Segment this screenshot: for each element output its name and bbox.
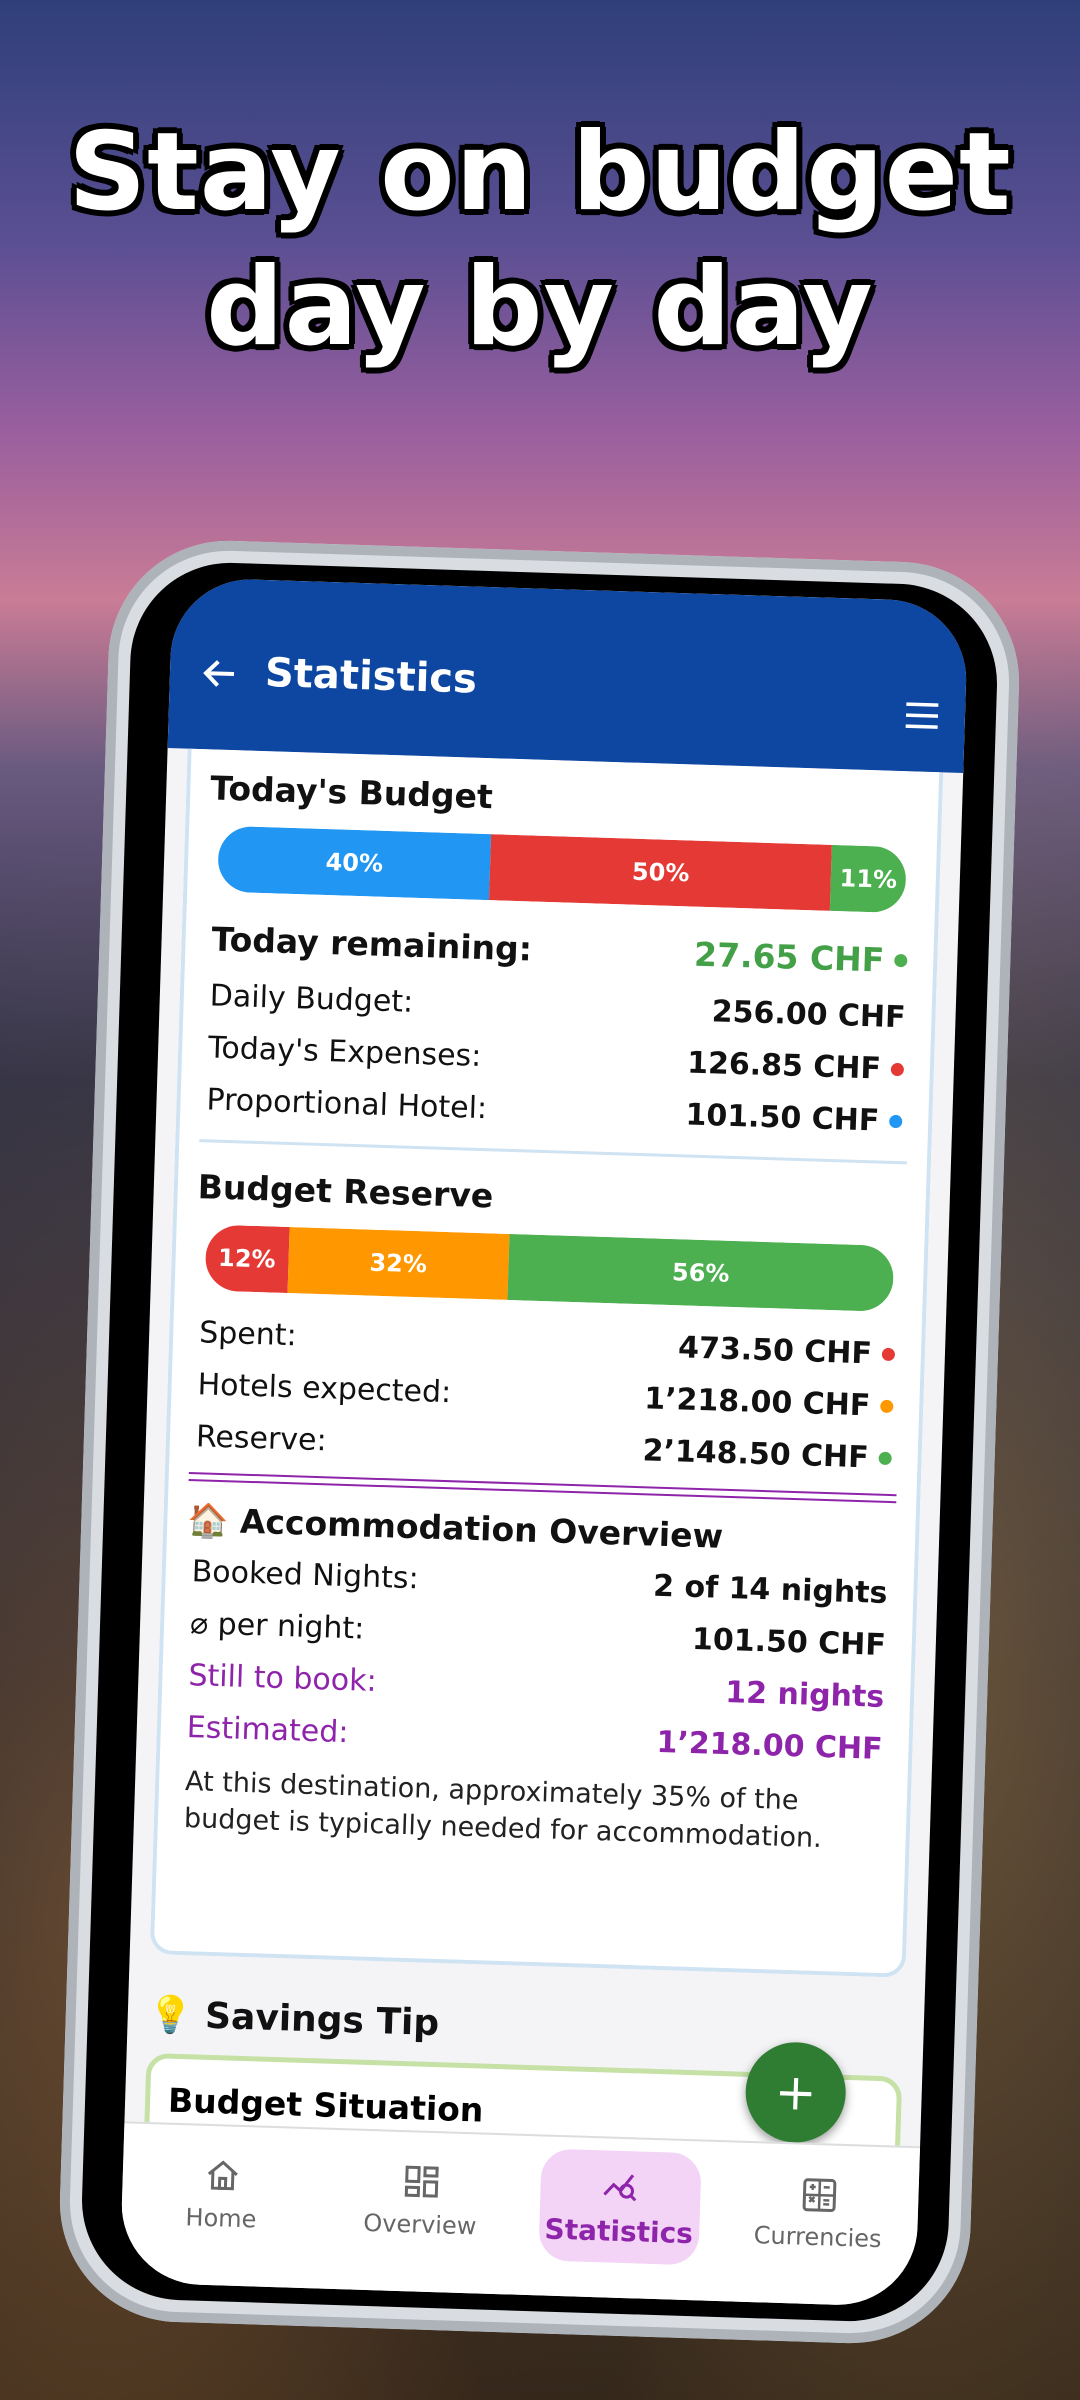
value-text: 101.50 CHF <box>691 1621 887 1663</box>
nav-label: Home <box>185 2203 257 2234</box>
dot <box>880 1399 894 1413</box>
rows: Booked Nights: 2 of 14 nights ⌀ per night:… <box>180 1545 894 1775</box>
row-value: 101.50 CHF <box>685 1097 903 1139</box>
bar-segment: 56% <box>507 1233 895 1313</box>
headline-line: day by day <box>206 245 874 370</box>
title: Accommodation Overview <box>239 1501 724 1556</box>
row-label: Today remaining: <box>211 918 533 969</box>
section-title: Budget Reserve <box>197 1167 494 1216</box>
dot <box>890 1062 905 1076</box>
row-value: 256.00 CHF <box>711 994 906 1035</box>
value-text: 126.85 CHF <box>686 1044 882 1087</box>
nav-item[interactable]: Home <box>119 2123 323 2290</box>
bar-segment: 12% <box>204 1224 290 1293</box>
nav-item[interactable]: Statistics <box>517 2136 721 2303</box>
app-bar: Statistics <box>167 577 969 773</box>
menu-button[interactable] <box>904 700 941 731</box>
nav-label: Currencies <box>753 2221 883 2254</box>
value-text: 2’148.50 CHF <box>642 1432 870 1475</box>
row-value: 12 nights <box>725 1674 885 1714</box>
nav-pill: Overview <box>339 2142 502 2259</box>
segment-label: 32% <box>369 1248 428 1279</box>
nav-icon <box>404 2165 439 2198</box>
icon: 🏠 <box>186 1499 230 1541</box>
phone: Statistics Today's Budget 40% 50% 11% Toda… <box>56 537 1023 2347</box>
nav-pill: Statistics <box>537 2148 702 2266</box>
nav-icon <box>802 2178 836 2213</box>
row-label: Estimated: <box>186 1709 350 1750</box>
row-label: Proportional Hotel: <box>206 1081 488 1126</box>
row-label: Booked Nights: <box>191 1553 420 1596</box>
back-button[interactable] <box>199 653 240 694</box>
content: Today's Budget 40% 50% 11% Today remaining… <box>124 748 963 2147</box>
section-title: Today's Budget <box>209 768 494 817</box>
row-label: Today's Expenses: <box>207 1029 482 1074</box>
bar-segment: 40% <box>217 825 492 901</box>
value-text: 1’218.00 CHF <box>643 1380 871 1423</box>
row-value: 126.85 CHF <box>687 1045 905 1087</box>
tip-title: 💡 Savings Tip <box>147 1993 440 2044</box>
row-value: 1’218.00 CHF <box>656 1724 883 1766</box>
bar-segment: 50% <box>489 834 832 911</box>
value-text: 27.65 CHF <box>693 934 885 980</box>
title: Savings Tip <box>204 1995 440 2045</box>
card-title: Budget Situation <box>167 2080 485 2130</box>
value-text: 256.00 CHF <box>711 993 907 1035</box>
rows: Daily Budget: 256.00 CHF Today's Expenses:… <box>200 969 913 1147</box>
reserve-bar: 12% 32% 56% <box>204 1224 895 1313</box>
segment-label: 56% <box>671 1258 730 1288</box>
segment-label: 50% <box>631 857 690 888</box>
nav-label: Statistics <box>544 2212 694 2250</box>
row-label: Reserve: <box>195 1418 328 1458</box>
row-value: 27.65 CHF <box>694 934 908 980</box>
headline-line: Stay on budget <box>68 110 1012 235</box>
dot <box>878 1451 892 1465</box>
row-label: Hotels expected: <box>197 1366 452 1410</box>
value-text: 101.50 CHF <box>684 1096 880 1139</box>
row-value: 1’218.00 CHF <box>644 1381 894 1424</box>
value-text: 1’218.00 CHF <box>655 1724 884 1767</box>
budget-bar: 40% 50% 11% <box>217 825 907 914</box>
value-text: 12 nights <box>724 1674 885 1715</box>
nav-label: Overview <box>362 2208 477 2241</box>
icon: 💡 <box>147 1993 194 2037</box>
nav-pill: Home <box>140 2136 303 2253</box>
dot <box>889 1114 903 1128</box>
nav-pill: Currencies <box>737 2155 900 2272</box>
nav-item[interactable]: Overview <box>318 2130 522 2297</box>
row-value: 2’148.50 CHF <box>642 1433 892 1476</box>
app-bar-title: Statistics <box>264 650 478 703</box>
stats-card: Today's Budget 40% 50% 11% Today remaining… <box>149 748 944 1978</box>
row-value: 473.50 CHF <box>678 1330 896 1372</box>
segment-label: 40% <box>325 848 384 878</box>
bar-segment: 11% <box>829 844 907 914</box>
row-label: Still to book: <box>187 1657 378 1699</box>
row-label: Daily Budget: <box>209 977 414 1020</box>
segment-label: 11% <box>839 864 898 894</box>
dot <box>881 1347 896 1361</box>
nav-icon <box>207 2160 238 2191</box>
nav-item[interactable]: Currencies <box>716 2142 920 2307</box>
row-value: 101.50 CHF <box>692 1621 887 1662</box>
value-text: 2 of 14 nights <box>652 1568 888 1611</box>
dot <box>894 953 908 967</box>
note: At this destination, approximately 35% o… <box>183 1766 823 1855</box>
bottom-nav: Home Overview Statistics Currencies <box>119 2121 921 2308</box>
value-text: 473.50 CHF <box>677 1329 873 1371</box>
row-label: ⌀ per night: <box>189 1605 365 1647</box>
screen: Statistics Today's Budget 40% 50% 11% Toda… <box>119 577 969 2308</box>
row-value: 2 of 14 nights <box>653 1568 888 1610</box>
bar-segment: 32% <box>287 1227 510 1300</box>
nav-icon <box>602 2173 636 2201</box>
row-label: Spent: <box>198 1314 298 1353</box>
segment-label: 12% <box>217 1243 277 1274</box>
rows: Spent: 473.50 CHF Hotels expected: 1’218.00… <box>189 1306 902 1484</box>
